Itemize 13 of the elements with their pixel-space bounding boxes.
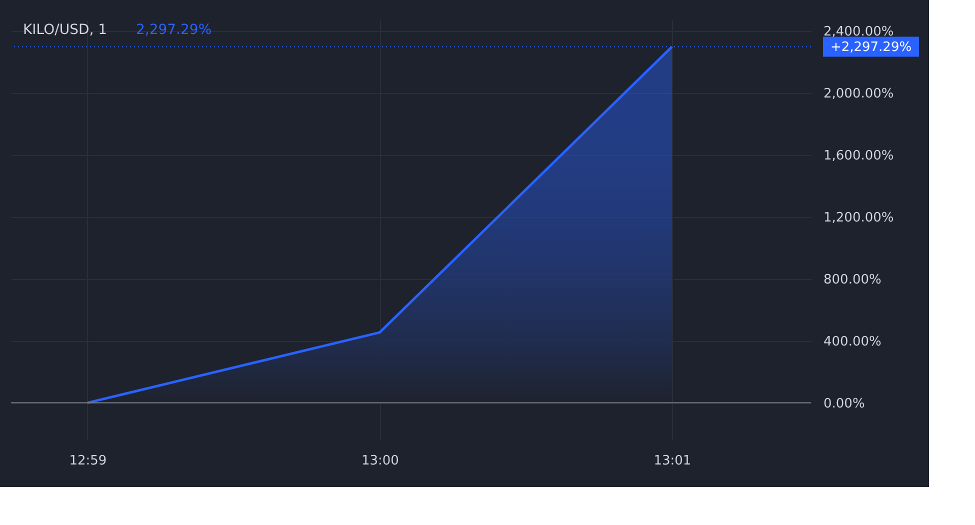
x-tick-label: 12:59	[69, 454, 107, 468]
ref-line-label: +2,297.29%	[830, 40, 912, 55]
x-tick-label: 13:01	[654, 454, 692, 468]
y-tick-label: 0.00%	[824, 396, 865, 412]
y-tick-label: 1,600.00%	[824, 148, 894, 164]
annotation: 2,297.29%	[136, 22, 212, 38]
x-tick-label: 13:00	[361, 454, 399, 468]
y-tick-label: 400.00%	[824, 334, 882, 350]
y-tick-label: 800.00%	[824, 272, 882, 288]
chart-title: KILO/USD, 1	[23, 22, 108, 38]
y-tick-label: 2,400.00%	[824, 24, 894, 40]
y-tick-label: 1,200.00%	[824, 210, 894, 226]
y-tick-label: 2,000.00%	[824, 86, 894, 102]
